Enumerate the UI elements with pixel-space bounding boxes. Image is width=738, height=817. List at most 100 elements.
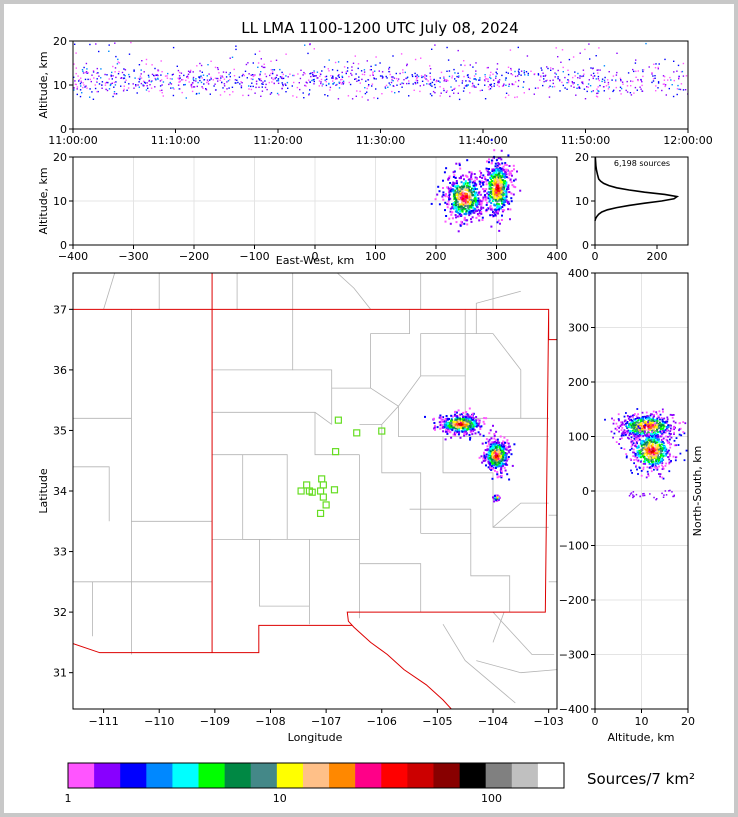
- east-west-source: [499, 195, 502, 198]
- north-south-source: [647, 429, 650, 432]
- time-height-source: [259, 78, 262, 80]
- time-height-source: [522, 86, 524, 88]
- plan-view-source: [492, 456, 495, 459]
- north-south-source: [620, 447, 623, 449]
- time-height-source: [76, 88, 78, 90]
- north-south-source: [650, 427, 653, 429]
- plan-view-source: [504, 457, 507, 460]
- time-height-source: [299, 88, 301, 91]
- plan-view-source: [441, 424, 443, 427]
- time-height-source: [233, 68, 235, 71]
- east-west-source: [494, 183, 497, 186]
- time-height-source: [447, 80, 449, 82]
- plan-view-source: [455, 431, 458, 434]
- east-west-source: [460, 203, 463, 206]
- time-height-source: [341, 78, 343, 81]
- north-south-source: [659, 475, 661, 478]
- time-height-source: [507, 72, 509, 74]
- plan-view-source: [469, 426, 472, 429]
- time-height-source: [462, 70, 464, 72]
- north-south-source: [657, 425, 660, 428]
- time-height-source: [305, 85, 307, 87]
- east-west-source: [482, 183, 485, 186]
- colorbar-swatch: [381, 763, 408, 788]
- plan-view-source: [491, 468, 494, 471]
- time-height-source: [390, 81, 393, 84]
- north-south-source: [637, 459, 640, 462]
- east-west-source: [464, 192, 467, 195]
- time-height-source: [663, 83, 665, 85]
- time-height-source: [451, 75, 454, 77]
- time-height-source: [582, 81, 584, 83]
- north-south-source: [655, 433, 658, 436]
- time-height-source: [408, 80, 410, 82]
- time-height-source: [82, 82, 84, 84]
- ns-tick-label: −200: [559, 594, 589, 607]
- north-south-source: [651, 430, 654, 432]
- north-south-source: [627, 424, 630, 427]
- plan-view-source: [492, 441, 495, 444]
- time-height-source: [616, 52, 618, 54]
- county-line: [420, 533, 511, 613]
- east-west-source: [480, 203, 483, 206]
- north-south-source: [615, 441, 618, 443]
- east-west-source: [503, 182, 506, 185]
- time-height-source: [201, 86, 203, 88]
- east-west-source: [487, 207, 490, 210]
- north-south-source: [630, 426, 633, 429]
- plan-view-source: [447, 429, 450, 432]
- east-west-source: [503, 186, 505, 189]
- plan-view-source: [474, 423, 477, 426]
- north-south-source: [651, 441, 654, 443]
- north-south-source: [664, 454, 667, 457]
- east-west-source: [453, 174, 456, 177]
- north-south-source: [655, 454, 658, 457]
- time-height-source: [170, 83, 173, 85]
- time-height-source: [511, 74, 514, 76]
- east-west-source: [470, 171, 473, 174]
- ew-tick-label: 300: [486, 250, 507, 263]
- east-west-source: [438, 203, 441, 206]
- lma-station-marker: [319, 481, 327, 489]
- time-height-source: [453, 92, 455, 94]
- east-west-source: [497, 180, 500, 183]
- north-south-source: [649, 439, 652, 441]
- east-west-source: [495, 173, 498, 176]
- plan-view-source: [468, 433, 471, 436]
- time-height-source: [176, 65, 178, 67]
- east-west-source: [450, 213, 453, 216]
- plan-view-source: [495, 461, 498, 464]
- plan-view-source: [500, 454, 503, 457]
- time-height-source: [582, 75, 585, 77]
- time-height-source: [303, 71, 305, 74]
- east-west-source: [473, 179, 476, 182]
- north-south-source: [631, 444, 634, 446]
- plan-view-source: [502, 443, 505, 446]
- time-height-source: [588, 79, 590, 81]
- north-south-source: [628, 415, 631, 418]
- time-height-source: [250, 74, 252, 76]
- plan-view-source: [434, 428, 436, 431]
- time-height-source: [269, 93, 272, 95]
- north-south-source: [640, 419, 643, 421]
- north-south-source: [633, 462, 635, 465]
- time-height-source: [223, 85, 226, 87]
- time-height-source: [302, 74, 304, 76]
- north-south-source: [658, 416, 660, 419]
- time-height-source: [443, 80, 445, 82]
- plan-view-source: [500, 467, 503, 469]
- time-height-source: [449, 95, 451, 98]
- north-south-source: [659, 418, 661, 421]
- time-height-source: [285, 84, 287, 86]
- north-south-source: [654, 456, 657, 459]
- time-height-source: [260, 71, 262, 73]
- north-south-source: [647, 473, 650, 475]
- east-west-source: [467, 202, 470, 205]
- time-height-source: [429, 65, 431, 67]
- time-height-source: [490, 86, 493, 88]
- north-south-source: [640, 429, 643, 431]
- north-south-source: [635, 493, 638, 496]
- east-west-source: [450, 190, 453, 193]
- time-height-source: [313, 71, 315, 74]
- time-height-source: [157, 70, 159, 72]
